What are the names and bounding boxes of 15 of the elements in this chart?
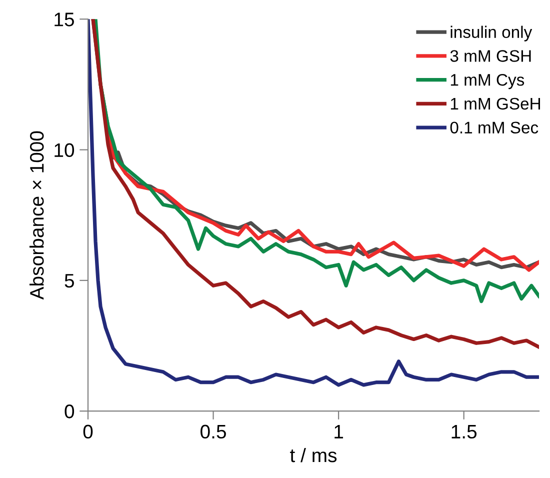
y-tick-label: 0 [64, 404, 74, 418]
x-axis-title: t / ms [290, 448, 337, 462]
y-tick-label: 5 [64, 274, 74, 288]
x-tick-label: 0 [83, 424, 93, 439]
legend-label: 1 mM Cys [450, 74, 524, 90]
y-tick-label: 15 [54, 12, 74, 26]
legend-label: 3 mM GSH [450, 50, 531, 62]
y-axis-title: Absorbance × 1000 [30, 131, 44, 300]
y-tick-label: 10 [54, 143, 74, 158]
x-tick-label: 0.5 [200, 424, 226, 439]
x-tick-label: 1 [334, 424, 344, 438]
x-tick-label: 1.5 [452, 424, 477, 439]
legend-label: 1 mM GSeH [450, 98, 540, 110]
legend-label: insulin only [450, 26, 532, 42]
legend-label: 0.1 mM Sec [450, 122, 538, 134]
